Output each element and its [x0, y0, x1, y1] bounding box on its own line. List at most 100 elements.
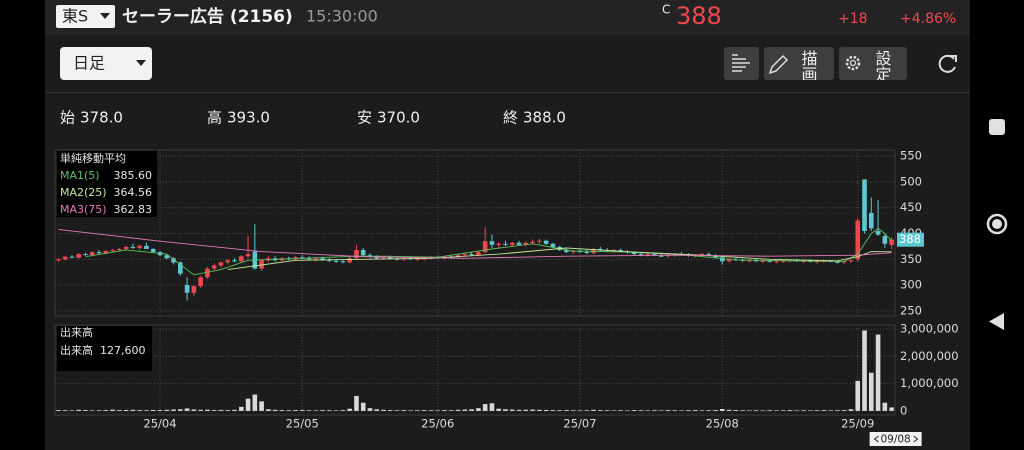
- volume-bar: [367, 408, 373, 411]
- ma-line: [58, 228, 892, 259]
- candle-body: [347, 258, 352, 263]
- candle-body: [218, 262, 224, 266]
- volume-bar: [577, 410, 583, 411]
- candle-body: [841, 261, 847, 263]
- candle-body: [117, 248, 122, 251]
- candle-body: [313, 258, 319, 260]
- candle-body: [462, 254, 468, 256]
- volume-bar: [604, 410, 610, 411]
- candle-body: [476, 252, 481, 256]
- volume-bar: [706, 410, 712, 411]
- volume-bar: [266, 409, 271, 411]
- x-tick-label: 25/06: [421, 417, 454, 431]
- cursor-date-box: [869, 432, 922, 446]
- volume-bar: [401, 410, 407, 411]
- market-box: [56, 5, 115, 28]
- candle-body: [855, 220, 861, 260]
- pencil-icon: [768, 54, 789, 75]
- volume-bar: [665, 410, 671, 411]
- volume-bar: [137, 410, 142, 411]
- volume-bar: [645, 410, 651, 411]
- candle-body: [862, 179, 867, 231]
- x-tick-label: 25/04: [143, 417, 176, 431]
- candle-body: [753, 260, 759, 262]
- settings-label: 設定: [873, 50, 892, 82]
- volume-bar: [347, 408, 352, 411]
- volume-bar: [272, 409, 278, 411]
- volume-bar: [245, 398, 251, 411]
- volume-bar: [157, 410, 163, 411]
- candle-body: [570, 251, 576, 253]
- volume-bar: [733, 410, 739, 411]
- refresh-button[interactable]: [938, 54, 957, 73]
- volume-bar: [421, 410, 427, 411]
- candle-body: [232, 260, 237, 262]
- volume-bar: [482, 404, 488, 411]
- market-label: 東S: [62, 7, 88, 26]
- candle-body: [381, 257, 386, 259]
- candle-body: [299, 257, 305, 259]
- volume-bar: [62, 410, 68, 411]
- volume-bar: [774, 410, 779, 411]
- candle-body: [259, 260, 264, 269]
- nav-recents[interactable]: [989, 119, 1005, 135]
- summary-label: 高: [207, 109, 222, 127]
- y-tick-label: 500: [900, 174, 922, 188]
- dropdown-arrow: [100, 13, 110, 19]
- market-select[interactable]: 東S: [56, 5, 115, 28]
- button-bg: [764, 47, 834, 80]
- layout-button[interactable]: [724, 47, 759, 80]
- candle-body: [56, 259, 61, 261]
- volume-bar: [747, 410, 752, 411]
- volume-bar: [69, 410, 75, 411]
- volume-bar: [686, 410, 691, 411]
- volume-bar: [868, 372, 874, 411]
- volume-bar: [618, 410, 623, 411]
- volume-bar: [428, 410, 434, 411]
- candle-body: [184, 285, 190, 293]
- candle-body: [665, 255, 671, 257]
- volume-bar: [584, 410, 590, 411]
- volume-bar: [726, 409, 732, 411]
- candle-body: [645, 254, 651, 256]
- volume-bar: [144, 410, 149, 411]
- candle-body: [726, 259, 732, 262]
- settings-button[interactable]: 設定: [839, 47, 907, 82]
- draw-button[interactable]: 描画: [764, 47, 834, 82]
- volume-bar: [354, 395, 359, 411]
- volume-bar: [564, 410, 569, 411]
- gear-icon: [845, 55, 861, 71]
- volume-bar: [692, 410, 698, 411]
- volume-bar: [550, 410, 556, 411]
- candle-body: [333, 260, 339, 262]
- refresh-icon: [938, 54, 956, 73]
- period-select[interactable]: 日足: [60, 47, 152, 80]
- x-tick-label: 25/07: [563, 417, 596, 431]
- price-prefix: C: [662, 3, 670, 17]
- volume-bar: [537, 409, 542, 411]
- nav-home[interactable]: [986, 213, 1008, 235]
- y-tick-label: 0: [900, 403, 907, 417]
- candle-body: [719, 257, 725, 262]
- volume-bar: [89, 410, 95, 411]
- volume-bar: [442, 410, 447, 411]
- legend-name: MA3(75): [60, 203, 107, 216]
- candle-body: [543, 240, 549, 244]
- volume-bar: [408, 410, 413, 411]
- volume-bar: [638, 410, 644, 411]
- time: 15:30:00: [306, 7, 378, 26]
- volume-bar: [327, 410, 332, 411]
- volume-bar: [259, 401, 264, 411]
- nav-home-dot: [992, 219, 1002, 229]
- nav-back[interactable]: [989, 313, 1004, 330]
- gear-hub: [849, 59, 857, 67]
- volume-bar: [96, 410, 102, 411]
- volume-bar: [232, 409, 237, 411]
- volume-bar: [455, 409, 461, 411]
- volume-bar: [448, 410, 454, 411]
- candle-body: [509, 242, 515, 245]
- volume-bar: [225, 410, 231, 411]
- ma-line: [85, 227, 892, 276]
- volume-bar: [496, 408, 502, 411]
- period-box: [60, 47, 152, 80]
